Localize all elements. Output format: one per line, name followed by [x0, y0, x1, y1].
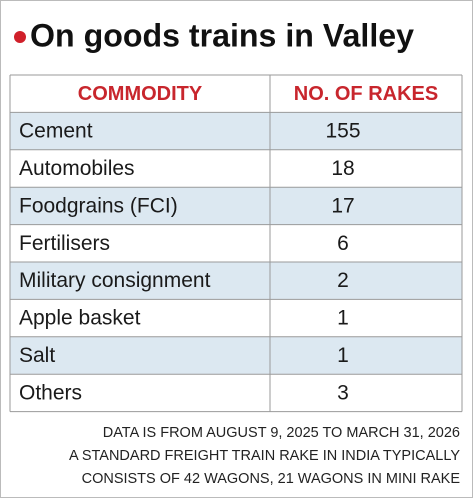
rakes-cell: 6 — [337, 232, 349, 255]
commodity-cell: Military consignment — [19, 269, 211, 292]
rakes-cell: 3 — [337, 381, 349, 404]
commodity-cell: Others — [19, 381, 82, 404]
commodity-cell: Salt — [19, 344, 55, 367]
commodity-cell: Apple basket — [19, 307, 141, 330]
rakes-cell: 155 — [325, 120, 360, 143]
column-header: NO. OF RAKES — [294, 83, 438, 105]
commodity-cell: Fertilisers — [19, 232, 110, 255]
footnote: A STANDARD FREIGHT TRAIN RAKE IN INDIA T… — [69, 448, 460, 464]
rakes-cell: 17 — [331, 194, 354, 217]
footnote: CONSISTS OF 42 WAGONS, 21 WAGONS IN MINI… — [82, 471, 461, 487]
rakes-cell: 2 — [337, 269, 349, 292]
rakes-cell: 18 — [331, 157, 354, 180]
footnotes: DATA IS FROM AUGUST 9, 2025 TO MARCH 31,… — [69, 425, 460, 487]
commodity-cell: Foodgrains (FCI) — [19, 194, 178, 217]
column-header: COMMODITY — [78, 83, 203, 105]
rakes-cell: 1 — [337, 344, 349, 367]
row-shade — [10, 336, 462, 375]
table: COMMODITY NO. OF RAKES Cement 155 Automobile… — [9, 74, 463, 413]
row-shade — [10, 112, 462, 150]
row-shade — [10, 187, 462, 225]
rakes-cell: 1 — [337, 307, 349, 330]
footnote: DATA IS FROM AUGUST 9, 2025 TO MARCH 31,… — [103, 425, 460, 441]
title: On goods trains in Valley — [30, 17, 414, 53]
row-shade — [10, 262, 462, 300]
commodity-cell: Automobiles — [19, 157, 135, 180]
commodity-cell: Cement — [19, 120, 93, 143]
bullet — [14, 31, 26, 43]
